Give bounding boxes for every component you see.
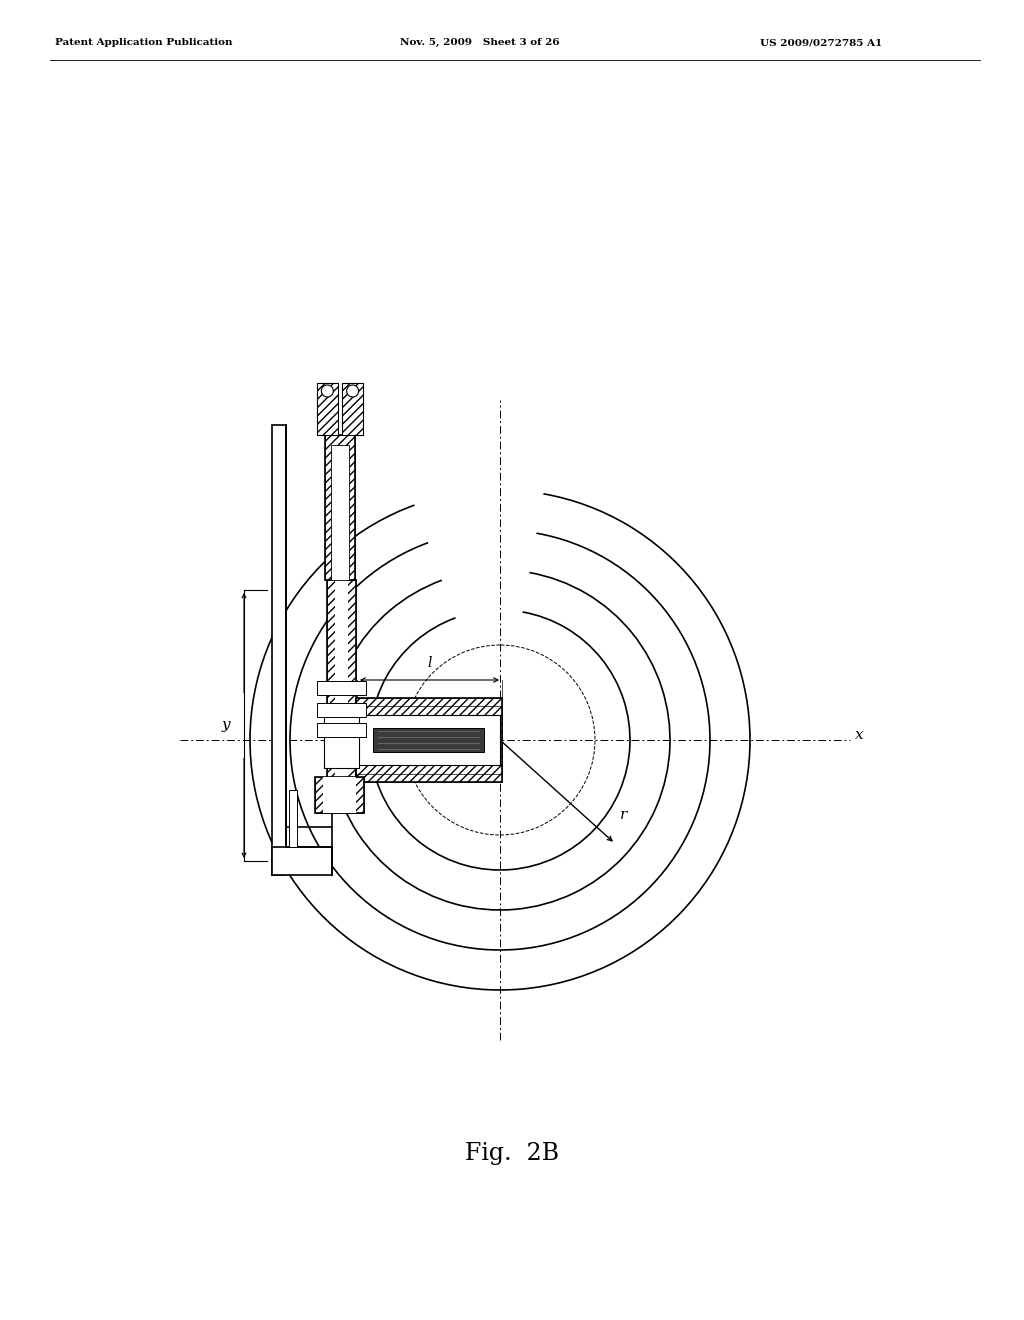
Bar <box>317 383 338 436</box>
Bar <box>355 698 502 781</box>
Bar <box>325 436 355 579</box>
Bar <box>342 383 362 436</box>
Text: Patent Application Publication: Patent Application Publication <box>55 38 232 48</box>
Bar <box>327 579 356 795</box>
Bar <box>315 777 364 813</box>
Text: Nov. 5, 2009   Sheet 3 of 26: Nov. 5, 2009 Sheet 3 of 26 <box>400 38 560 48</box>
Bar <box>317 681 366 696</box>
Bar <box>317 704 366 717</box>
Text: Fig.  2B: Fig. 2B <box>465 1142 559 1166</box>
Text: US 2009/0272785 A1: US 2009/0272785 A1 <box>760 38 883 48</box>
Bar <box>342 383 362 436</box>
Bar <box>355 715 500 766</box>
Bar <box>325 436 355 579</box>
Bar <box>335 579 348 785</box>
Bar <box>289 789 297 847</box>
Bar <box>323 777 356 813</box>
Bar <box>317 383 338 436</box>
Circle shape <box>347 385 358 397</box>
Bar <box>355 698 502 781</box>
Text: x: x <box>855 729 863 742</box>
Circle shape <box>322 385 334 397</box>
Bar <box>373 729 484 752</box>
Text: l: l <box>427 656 432 671</box>
Bar <box>315 777 364 813</box>
Bar <box>317 723 366 737</box>
Bar <box>327 579 356 795</box>
Text: r: r <box>621 808 628 822</box>
Bar <box>272 847 332 875</box>
Bar <box>272 425 286 875</box>
Bar <box>324 713 359 768</box>
Text: y: y <box>221 718 230 733</box>
Bar <box>331 445 349 579</box>
